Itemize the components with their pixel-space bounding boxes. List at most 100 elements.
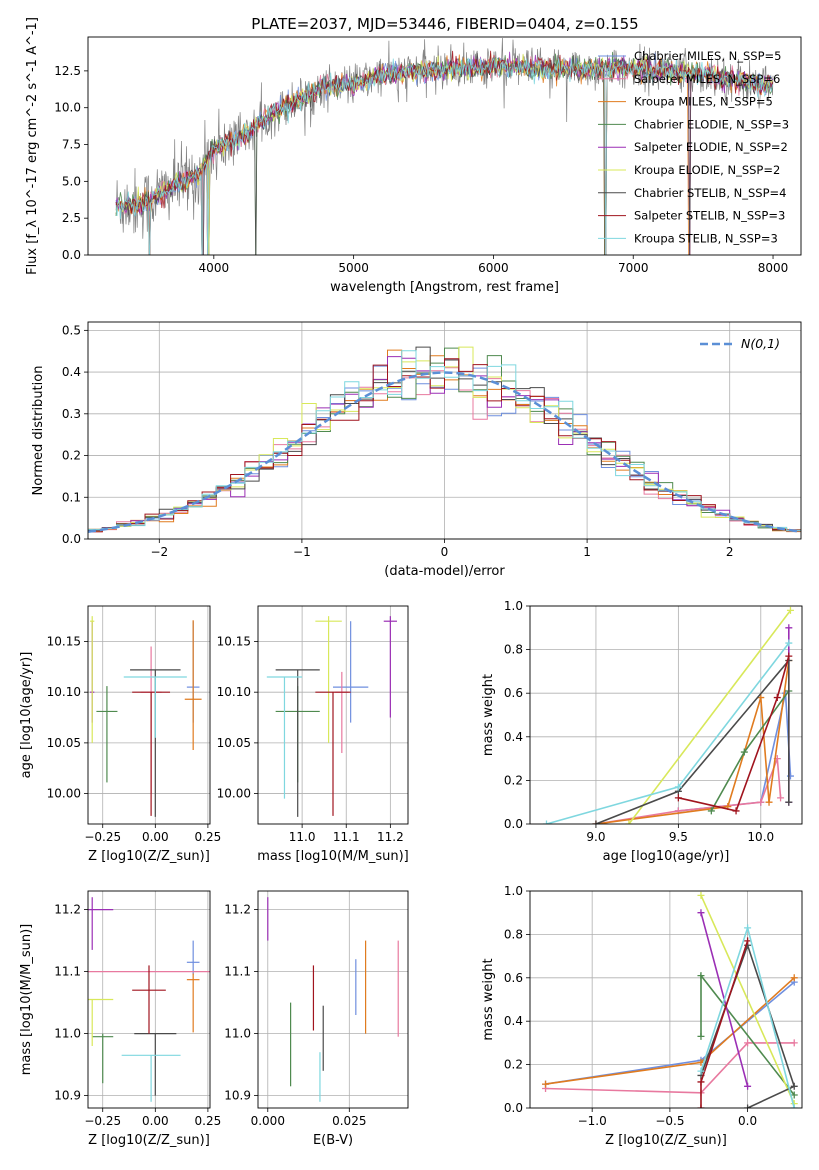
x-tick-label: 0.0 xyxy=(738,1114,757,1128)
weight-point-marker xyxy=(757,798,765,806)
y-tick-label: 11.2 xyxy=(54,903,81,917)
y-axis-label: mass weight xyxy=(481,958,496,1040)
y-axis-label: mass weight xyxy=(481,674,496,756)
y-tick-label: 11.0 xyxy=(54,1027,81,1041)
y-tick-label: 0.4 xyxy=(504,730,523,744)
residual-histogram-panel: −2 −1 0 1 2 0.0 0.1 0.2 0.3 0.4 0.5 (data-model)/er… xyxy=(31,321,802,579)
weight-series-line xyxy=(710,690,790,812)
mass-vs-metallicity-panel: −0.25 0.00 0.25 10.9 11.0 11.1 11.2 Z [log10(Z/… xyxy=(19,890,222,1148)
weight-series-line xyxy=(595,658,790,824)
y-tick-label: 11.0 xyxy=(224,1027,251,1041)
y-tick-label: 0.4 xyxy=(62,365,81,379)
age-vs-metallicity-panel: −0.25 0.00 0.25 10.00 10.05 10.10 10.15 Z [log1… xyxy=(19,605,222,864)
weight-point-marker xyxy=(744,1039,752,1047)
weight-point-marker xyxy=(542,1080,550,1088)
x-tick-label: −0.25 xyxy=(84,1114,121,1128)
model-fit-line xyxy=(115,56,773,255)
y-axis-label: Flux [f_λ 10^-17 erg cm^-2 s^-1 A^-1] xyxy=(25,17,40,275)
y-tick-label: 0.8 xyxy=(504,643,523,657)
y-tick-label: 7.5 xyxy=(62,138,81,152)
y-tick-label: 10.10 xyxy=(217,685,251,699)
y-tick-label: 10.9 xyxy=(224,1089,251,1103)
y-tick-label: 0.0 xyxy=(62,248,81,262)
plot-frame xyxy=(529,890,803,1109)
weight-point-marker xyxy=(773,694,781,702)
plot-frame xyxy=(257,605,409,825)
x-tick-label: 9.5 xyxy=(669,830,688,844)
weight-point-marker xyxy=(785,652,793,660)
x-tick-label: −0.25 xyxy=(84,830,121,844)
y-tick-label: 1.0 xyxy=(504,599,523,613)
x-tick-label: 10.0 xyxy=(747,830,774,844)
x-axis-label: Z [log10(Z/Z_sun)] xyxy=(605,1133,727,1148)
x-tick-label: −2 xyxy=(150,545,168,559)
normal-reference-curve xyxy=(88,371,801,533)
plot-frame xyxy=(529,605,803,825)
weight-series-line xyxy=(700,894,795,1105)
mass-weight-vs-metallicity-panel: −1.0 −0.5 0.0 0.0 0.2 0.4 0.6 0.8 1.0 Z [log10(Z/… xyxy=(481,884,803,1148)
weight-point-marker xyxy=(790,1104,798,1108)
weight-point-marker xyxy=(744,1104,752,1108)
weight-point-marker xyxy=(697,909,705,917)
x-tick-label: −1 xyxy=(293,545,311,559)
plot-frame xyxy=(87,605,211,825)
y-tick-label: 5.0 xyxy=(62,174,81,188)
weight-series-line xyxy=(595,758,782,824)
x-tick-label: 11.1 xyxy=(333,830,360,844)
y-tick-label: 0.4 xyxy=(504,1014,523,1028)
weight-point-marker xyxy=(592,820,600,824)
legend-label: Chabrier MILES, N_SSP=5 xyxy=(634,49,781,63)
weight-point-marker xyxy=(625,820,633,824)
weight-point-marker xyxy=(697,891,705,899)
error-bars xyxy=(266,616,397,817)
y-tick-label: 0.5 xyxy=(62,323,81,337)
y-tick-label: 11.2 xyxy=(224,903,251,917)
x-axis-label: E(B-V) xyxy=(313,1133,353,1148)
y-tick-label: 0.0 xyxy=(504,1101,523,1115)
x-tick-label: 0 xyxy=(441,545,449,559)
legend-label: Chabrier STELIB, N_SSP=4 xyxy=(634,186,786,200)
weight-point-marker xyxy=(542,820,550,824)
y-tick-label: 10.0 xyxy=(54,101,81,115)
x-tick-label: 4000 xyxy=(199,261,230,275)
plot-frame xyxy=(87,321,802,540)
y-tick-label: 10.10 xyxy=(47,685,81,699)
weight-point-marker xyxy=(786,606,794,614)
weight-point-marker xyxy=(790,1082,798,1090)
weight-series-line xyxy=(595,660,790,824)
x-tick-label: −1.0 xyxy=(578,1114,607,1128)
x-tick-label: 0.00 xyxy=(142,1114,169,1128)
weight-point-marker xyxy=(740,748,748,756)
x-axis-label: Z [log10(Z/Z_sun)] xyxy=(88,1133,210,1148)
weight-point-marker xyxy=(744,1082,752,1090)
y-tick-label: 0.2 xyxy=(504,773,523,787)
spectrum-legend: Chabrier MILES, N_SSP=5 Salpeter MILES, N… xyxy=(598,49,789,245)
y-tick-label: 0.1 xyxy=(62,490,81,504)
x-tick-label: 0.000 xyxy=(251,1114,285,1128)
x-tick-label: 9.0 xyxy=(586,830,605,844)
x-tick-label: 7000 xyxy=(618,261,649,275)
error-bars xyxy=(267,897,399,1102)
y-tick-label: 2.5 xyxy=(62,211,81,225)
y-tick-label: 10.15 xyxy=(47,634,81,648)
weight-point-marker xyxy=(785,624,793,632)
x-tick-label: 0.25 xyxy=(195,1114,222,1128)
weight-point-marker xyxy=(790,1091,798,1099)
legend-label: N(0,1) xyxy=(741,336,780,351)
weight-series-line xyxy=(628,609,792,824)
y-axis-label: mass [log10(M/M_sun)] xyxy=(19,924,34,1076)
y-tick-label: 1.0 xyxy=(504,884,523,898)
weight-point-marker xyxy=(765,798,773,806)
y-tick-label: 10.9 xyxy=(54,1089,81,1103)
x-axis-label: age [log10(age/yr)] xyxy=(603,849,730,864)
mass-vs-extinction-panel: 0.000 0.025 10.9 11.0 11.1 11.2 E(B-V) xyxy=(224,890,409,1148)
y-tick-label: 10.15 xyxy=(217,634,251,648)
x-tick-label: 0.25 xyxy=(195,830,222,844)
plot-frame xyxy=(87,890,211,1109)
x-axis-label: Z [log10(Z/Z_sun)] xyxy=(88,849,210,864)
legend-label: Chabrier ELODIE, N_SSP=3 xyxy=(634,117,789,131)
weight-point-marker xyxy=(697,1067,705,1075)
x-tick-label: 0.00 xyxy=(142,830,169,844)
y-tick-label: 10.00 xyxy=(217,787,251,801)
y-tick-label: 10.00 xyxy=(47,787,81,801)
